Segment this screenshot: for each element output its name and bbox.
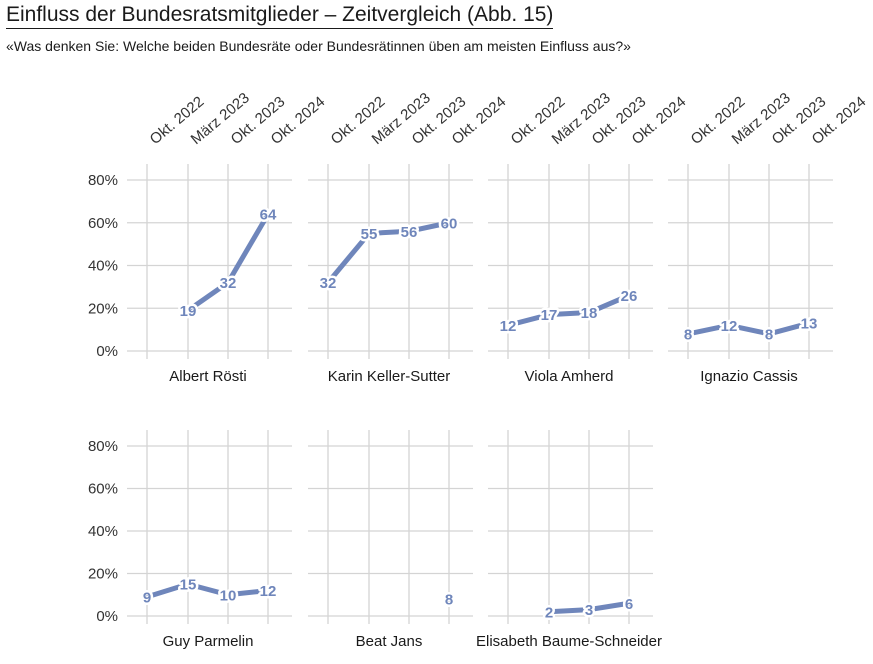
data-label: 26 — [621, 288, 638, 305]
y-tick-label: 0% — [96, 343, 118, 360]
series-segment — [728, 322, 770, 337]
y-tick-label: 60% — [88, 215, 118, 232]
chart-subtitle: «Was denken Sie: Welche beiden Bundesrät… — [6, 38, 631, 54]
panel-karin-keller-sutter: 32 55 56 60 Karin Keller-Sutter — [308, 164, 473, 385]
series-segment — [368, 228, 410, 236]
panel-ignazio-cassis: 8 12 8 13 Ignazio Cassis — [668, 164, 833, 385]
data-label: 55 — [361, 226, 378, 243]
data-label: 17 — [541, 307, 558, 324]
y-tick-label: 20% — [88, 300, 118, 317]
y-tick-label: 20% — [88, 566, 118, 583]
series-segment — [227, 588, 269, 598]
series-segment — [408, 220, 450, 234]
panel-name: Beat Jans — [356, 633, 423, 650]
panel-elisabeth-baume-schneider: 2 3 6 Elisabeth Baume-Schneider — [476, 430, 662, 650]
series-segment — [225, 212, 271, 284]
data-label: 15 — [180, 577, 197, 594]
y-tick-label: 40% — [88, 258, 118, 275]
data-label: 12 — [260, 583, 277, 600]
panel-albert-rosti: 19 32 64 Albert Rösti — [127, 164, 292, 385]
data-label: 64 — [260, 207, 277, 224]
series-segment — [548, 607, 590, 615]
chart-title: Einfluss der Bundesratsmitglieder – Zeit… — [6, 2, 554, 29]
data-label: 13 — [801, 316, 818, 333]
panel-name: Albert Rösti — [169, 368, 247, 385]
y-tick-label: 80% — [88, 172, 118, 189]
data-label: 32 — [220, 275, 237, 292]
series-segment — [326, 231, 371, 285]
y-tick-label: 60% — [88, 481, 118, 498]
panel-name: Ignazio Cassis — [700, 368, 798, 385]
panel-guy-parmelin: 9 15 10 12 Guy Parmelin — [127, 430, 292, 650]
y-tick-label: 0% — [96, 608, 118, 625]
series-segment — [687, 322, 730, 337]
series-segment — [146, 581, 189, 600]
data-label: 18 — [581, 305, 598, 322]
data-label: 56 — [401, 224, 418, 241]
data-label: 3 — [585, 602, 593, 619]
series-segment — [187, 581, 229, 598]
data-label: 9 — [143, 589, 151, 606]
data-label: 6 — [625, 596, 633, 613]
panel-name: Karin Keller-Sutter — [328, 368, 451, 385]
panel-beat-jans: 8 Beat Jans — [308, 430, 473, 650]
panel-viola-amherd: 12 17 18 26 Viola Amherd — [488, 164, 653, 385]
series-segment — [548, 310, 590, 318]
data-label: 12 — [500, 318, 517, 335]
data-label: 8 — [684, 326, 692, 343]
series-segment — [588, 293, 630, 315]
y-tick-label: 80% — [88, 438, 118, 455]
data-label: 8 — [445, 592, 453, 609]
data-label: 60 — [441, 215, 458, 232]
data-label: 2 — [545, 604, 553, 621]
panel-name: Elisabeth Baume-Schneider — [476, 633, 662, 650]
data-label: 19 — [180, 303, 197, 320]
data-label: 10 — [220, 587, 237, 604]
panel-name: Guy Parmelin — [163, 633, 254, 650]
data-label: 32 — [320, 275, 337, 292]
series-segment — [186, 280, 230, 313]
series-segment — [768, 320, 810, 337]
data-label: 8 — [765, 326, 773, 343]
series-segment — [507, 312, 550, 328]
series-segment — [588, 600, 630, 613]
data-label: 12 — [721, 318, 738, 335]
panel-name: Viola Amherd — [525, 368, 614, 385]
y-tick-label: 40% — [88, 523, 118, 540]
